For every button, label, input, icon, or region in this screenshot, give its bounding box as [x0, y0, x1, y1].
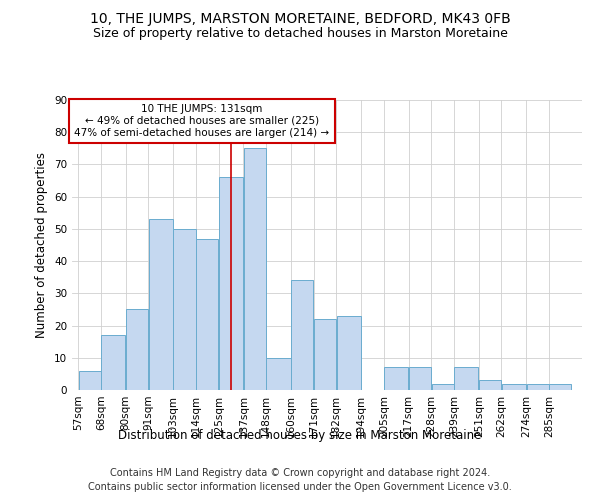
Bar [549, 384, 571, 390]
Bar [314, 319, 336, 390]
Bar [291, 280, 313, 390]
Bar [454, 368, 478, 390]
Bar [79, 370, 101, 390]
Bar [173, 229, 196, 390]
Bar [219, 178, 243, 390]
Text: Size of property relative to detached houses in Marston Moretaine: Size of property relative to detached ho… [92, 28, 508, 40]
Bar [101, 335, 125, 390]
Text: Contains HM Land Registry data © Crown copyright and database right 2024.: Contains HM Land Registry data © Crown c… [110, 468, 490, 477]
Bar [479, 380, 501, 390]
Bar [196, 238, 218, 390]
Bar [502, 384, 526, 390]
Bar [126, 310, 148, 390]
Text: 10 THE JUMPS: 131sqm
← 49% of detached houses are smaller (225)
47% of semi-deta: 10 THE JUMPS: 131sqm ← 49% of detached h… [74, 104, 329, 138]
Text: 10, THE JUMPS, MARSTON MORETAINE, BEDFORD, MK43 0FB: 10, THE JUMPS, MARSTON MORETAINE, BEDFOR… [89, 12, 511, 26]
Bar [431, 384, 454, 390]
Bar [527, 384, 548, 390]
Bar [409, 368, 431, 390]
Bar [266, 358, 290, 390]
Bar [384, 368, 408, 390]
Bar [149, 219, 173, 390]
Text: Contains public sector information licensed under the Open Government Licence v3: Contains public sector information licen… [88, 482, 512, 492]
Text: Distribution of detached houses by size in Marston Moretaine: Distribution of detached houses by size … [118, 428, 482, 442]
Bar [244, 148, 266, 390]
Y-axis label: Number of detached properties: Number of detached properties [35, 152, 49, 338]
Bar [337, 316, 361, 390]
